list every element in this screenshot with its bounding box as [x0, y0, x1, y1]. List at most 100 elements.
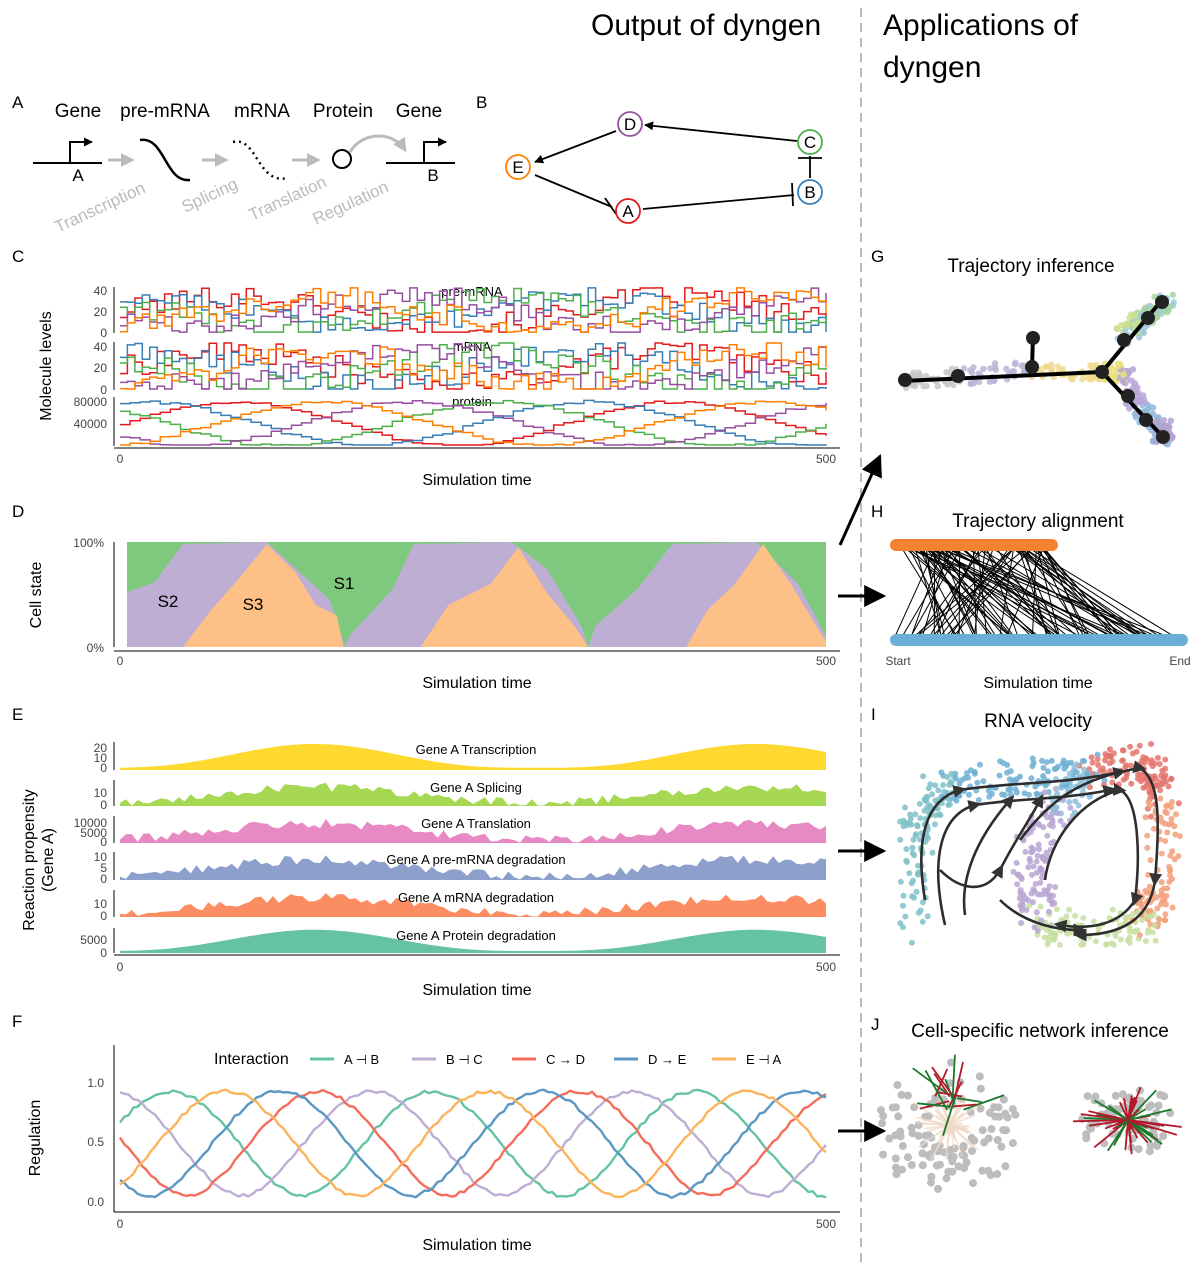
velocity-cell: [1176, 833, 1183, 840]
network-node: [966, 1108, 975, 1117]
panel-d-xlabel: Simulation time: [422, 675, 531, 692]
header-applications-2: dyngen: [883, 51, 981, 84]
regulatory-edge: [1127, 1119, 1132, 1144]
velocity-cell: [932, 782, 939, 789]
velocity-cell: [1018, 920, 1025, 926]
alignment-line: [931, 544, 1159, 641]
panel-e-ytick: 10000: [74, 816, 108, 830]
network-node: [898, 1165, 906, 1174]
network-node: [993, 1170, 1002, 1179]
panel-e-area: [120, 782, 826, 806]
velocity-cell: [1126, 928, 1133, 935]
node-label-c: C: [804, 133, 816, 152]
velocity-cell: [1166, 878, 1173, 885]
cell-point: [1088, 376, 1095, 383]
stage-protein: Protein: [313, 101, 373, 122]
network-node: [1083, 1092, 1092, 1101]
network-node: [1002, 1126, 1011, 1135]
velocity-cell: [1021, 790, 1028, 797]
velocity-cell: [1030, 759, 1037, 766]
velocity-cell: [1029, 899, 1036, 906]
panel-a-gene-cascade: Gene pre-mRNA mRNA Protein Gene A B Tran…: [33, 101, 455, 237]
cell-point: [1136, 334, 1143, 341]
velocity-cell: [1007, 791, 1014, 798]
velocity-cell: [909, 844, 916, 851]
velocity-cell: [1041, 789, 1048, 796]
cell-point: [969, 369, 976, 376]
velocity-cell: [1013, 860, 1020, 866]
regulation-line: [119, 1088, 827, 1199]
cell-point: [1167, 417, 1175, 424]
panel-c-ytick: 40: [94, 284, 108, 298]
velocity-cell: [1111, 750, 1117, 757]
alignment-line: [1039, 544, 1125, 641]
velocity-cell: [1001, 792, 1008, 798]
network-node: [1153, 1141, 1161, 1150]
velocity-cell: [909, 893, 916, 900]
velocity-cell: [925, 785, 932, 792]
velocity-cell: [916, 800, 923, 807]
velocity-cell: [1051, 935, 1058, 942]
panel-c-ylabel: Molecule levels: [38, 311, 55, 420]
velocity-cell: [1126, 934, 1133, 941]
velocity-cell: [1128, 762, 1134, 769]
panel-c-ytick: 20: [94, 305, 108, 319]
alignment-line: [901, 544, 1015, 641]
cell-point: [1113, 325, 1120, 332]
velocity-cell: [1160, 885, 1167, 892]
velocity-cell: [1048, 757, 1055, 764]
velocity-cell: [944, 773, 951, 780]
velocity-cell: [908, 939, 915, 946]
velocity-cell: [1025, 864, 1032, 871]
panel-f-ytick-0: 0.0: [87, 1195, 104, 1209]
cell-point: [909, 382, 916, 389]
network-node: [948, 1167, 957, 1176]
velocity-cell: [976, 761, 983, 768]
cell-point: [1145, 401, 1152, 409]
network-node: [927, 1178, 935, 1187]
velocity-cell: [1066, 799, 1073, 805]
cell-point: [1125, 367, 1132, 375]
network-node: [893, 1081, 902, 1089]
velocity-cell: [919, 899, 926, 906]
network-node: [885, 1134, 894, 1143]
velocity-cell: [1145, 926, 1152, 933]
velocity-cell: [1030, 863, 1037, 870]
regulation-line: [119, 1088, 827, 1199]
panel-e-ytick: 10: [94, 751, 108, 765]
network-node: [891, 1154, 900, 1163]
velocity-cell: [929, 791, 936, 798]
velocity-cell: [1119, 757, 1126, 764]
velocity-cell: [1153, 894, 1160, 901]
velocity-cell: [907, 815, 914, 822]
velocity-cell: [1004, 769, 1010, 776]
velocity-cell: [1047, 928, 1054, 935]
velocity-cell: [1094, 756, 1101, 763]
velocity-cell: [1027, 858, 1034, 865]
velocity-cell: [1035, 841, 1042, 848]
alignment-line: [922, 544, 1126, 641]
velocity-cell: [906, 870, 913, 877]
velocity-cell: [1162, 911, 1169, 918]
velocity-cell: [1090, 918, 1097, 925]
velocity-stream: [1043, 782, 1144, 933]
panel-c-series-line: [120, 342, 827, 390]
velocity-cell: [1042, 857, 1049, 864]
velocity-cell: [1043, 759, 1050, 766]
protein-circle-icon: [332, 149, 352, 169]
panel-c-series-line: [120, 342, 827, 390]
cell-point: [1140, 396, 1148, 403]
velocity-cell: [1126, 939, 1133, 946]
alignment-line: [913, 544, 943, 641]
velocity-cell: [1164, 829, 1171, 836]
panel-g-trajectory-inference: Trajectory inference: [898, 256, 1177, 448]
cell-point: [1164, 309, 1171, 316]
panel-f-ylabel: Regulation: [27, 1100, 44, 1177]
cell-point: [1054, 363, 1062, 370]
regulatory-edge: [937, 1091, 963, 1098]
network-node: [1001, 1162, 1010, 1171]
velocity-cell: [963, 770, 970, 777]
network-node: [949, 1152, 958, 1161]
velocity-cell: [1017, 890, 1024, 897]
